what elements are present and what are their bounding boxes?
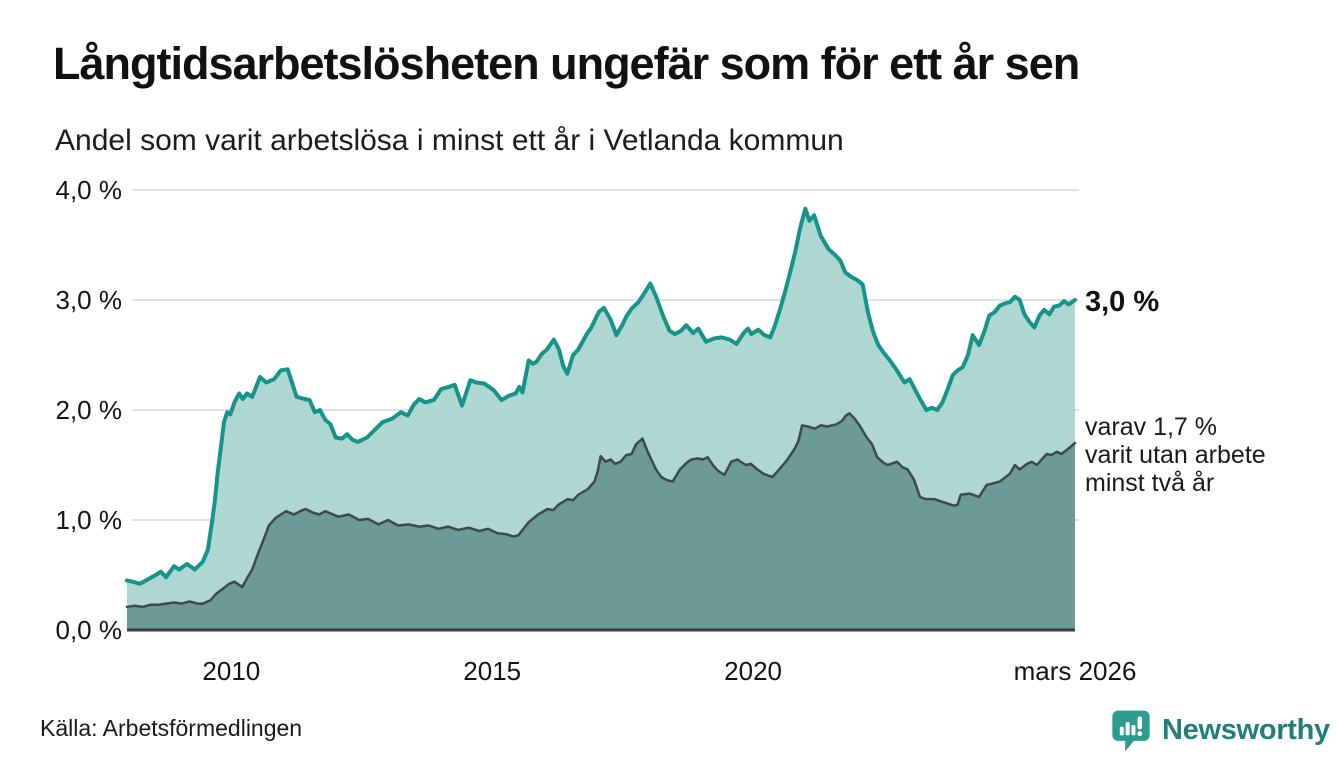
x-tick-label: 2010 [202, 656, 261, 686]
series-end-label-two-year-line3: minst två år [1085, 469, 1215, 497]
page-title: Långtidsarbetslösheten ungefär som för e… [53, 38, 1080, 89]
area-line-two-year [125, 412, 1077, 609]
area-line-total [125, 206, 1077, 586]
area-fill-two-year [127, 413, 1075, 630]
series-end-label-total: 3,0 % [1085, 286, 1160, 318]
y-tick-label: 0,0 % [55, 615, 123, 645]
series-end-label-two-year-line2: varit utan arbete [1085, 441, 1266, 469]
y-tick-label: 1,0 % [55, 505, 123, 535]
x-tick-label: mars 2026 [1013, 656, 1137, 686]
y-tick-label: 3,0 % [55, 285, 123, 315]
brand-logo: Newsworthy [1112, 710, 1330, 752]
brand-name: Newsworthy [1162, 714, 1330, 746]
series-end-label-two-year-line1: varav 1,7 % [1085, 413, 1218, 441]
y-tick-label: 4,0 % [55, 175, 123, 205]
source-note: Källa: Arbetsförmedlingen [40, 715, 303, 741]
x-tick-label: 2015 [463, 656, 522, 686]
newsworthy-icon [1112, 710, 1150, 752]
y-tick-label: 2,0 % [55, 395, 123, 425]
x-tick-label: 2020 [724, 656, 782, 686]
series-end-label-two-year: varav 1,7 % varit utan arbete minst två … [1085, 413, 1266, 497]
chart-subtitle: Andel som varit arbetslösa i minst ett å… [55, 124, 844, 157]
